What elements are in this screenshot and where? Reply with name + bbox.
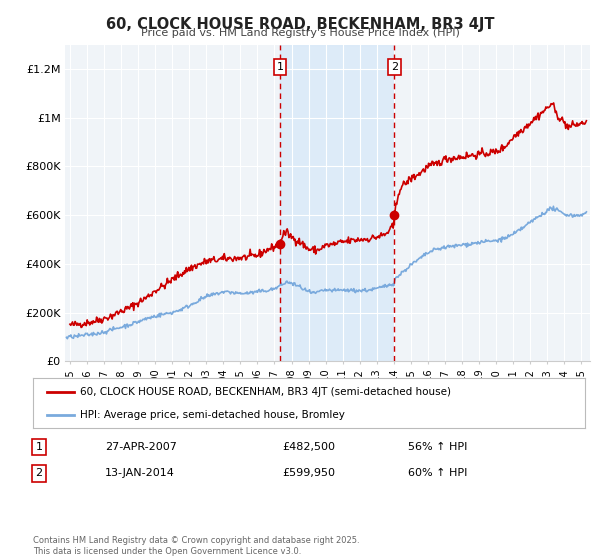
Text: HPI: Average price, semi-detached house, Bromley: HPI: Average price, semi-detached house,…: [80, 410, 345, 420]
Text: 2: 2: [35, 468, 43, 478]
Text: 13-JAN-2014: 13-JAN-2014: [105, 468, 175, 478]
Text: 60, CLOCK HOUSE ROAD, BECKENHAM, BR3 4JT: 60, CLOCK HOUSE ROAD, BECKENHAM, BR3 4JT: [106, 17, 494, 32]
Text: 60% ↑ HPI: 60% ↑ HPI: [408, 468, 467, 478]
Text: £482,500: £482,500: [282, 442, 335, 452]
Text: £599,950: £599,950: [282, 468, 335, 478]
Text: 56% ↑ HPI: 56% ↑ HPI: [408, 442, 467, 452]
Text: Price paid vs. HM Land Registry's House Price Index (HPI): Price paid vs. HM Land Registry's House …: [140, 28, 460, 38]
Text: 2: 2: [391, 62, 398, 72]
Text: 1: 1: [277, 62, 283, 72]
Text: Contains HM Land Registry data © Crown copyright and database right 2025.
This d: Contains HM Land Registry data © Crown c…: [33, 536, 359, 556]
Text: 1: 1: [35, 442, 43, 452]
Text: 60, CLOCK HOUSE ROAD, BECKENHAM, BR3 4JT (semi-detached house): 60, CLOCK HOUSE ROAD, BECKENHAM, BR3 4JT…: [80, 386, 451, 396]
Bar: [280, 45, 394, 361]
Text: 27-APR-2007: 27-APR-2007: [105, 442, 177, 452]
